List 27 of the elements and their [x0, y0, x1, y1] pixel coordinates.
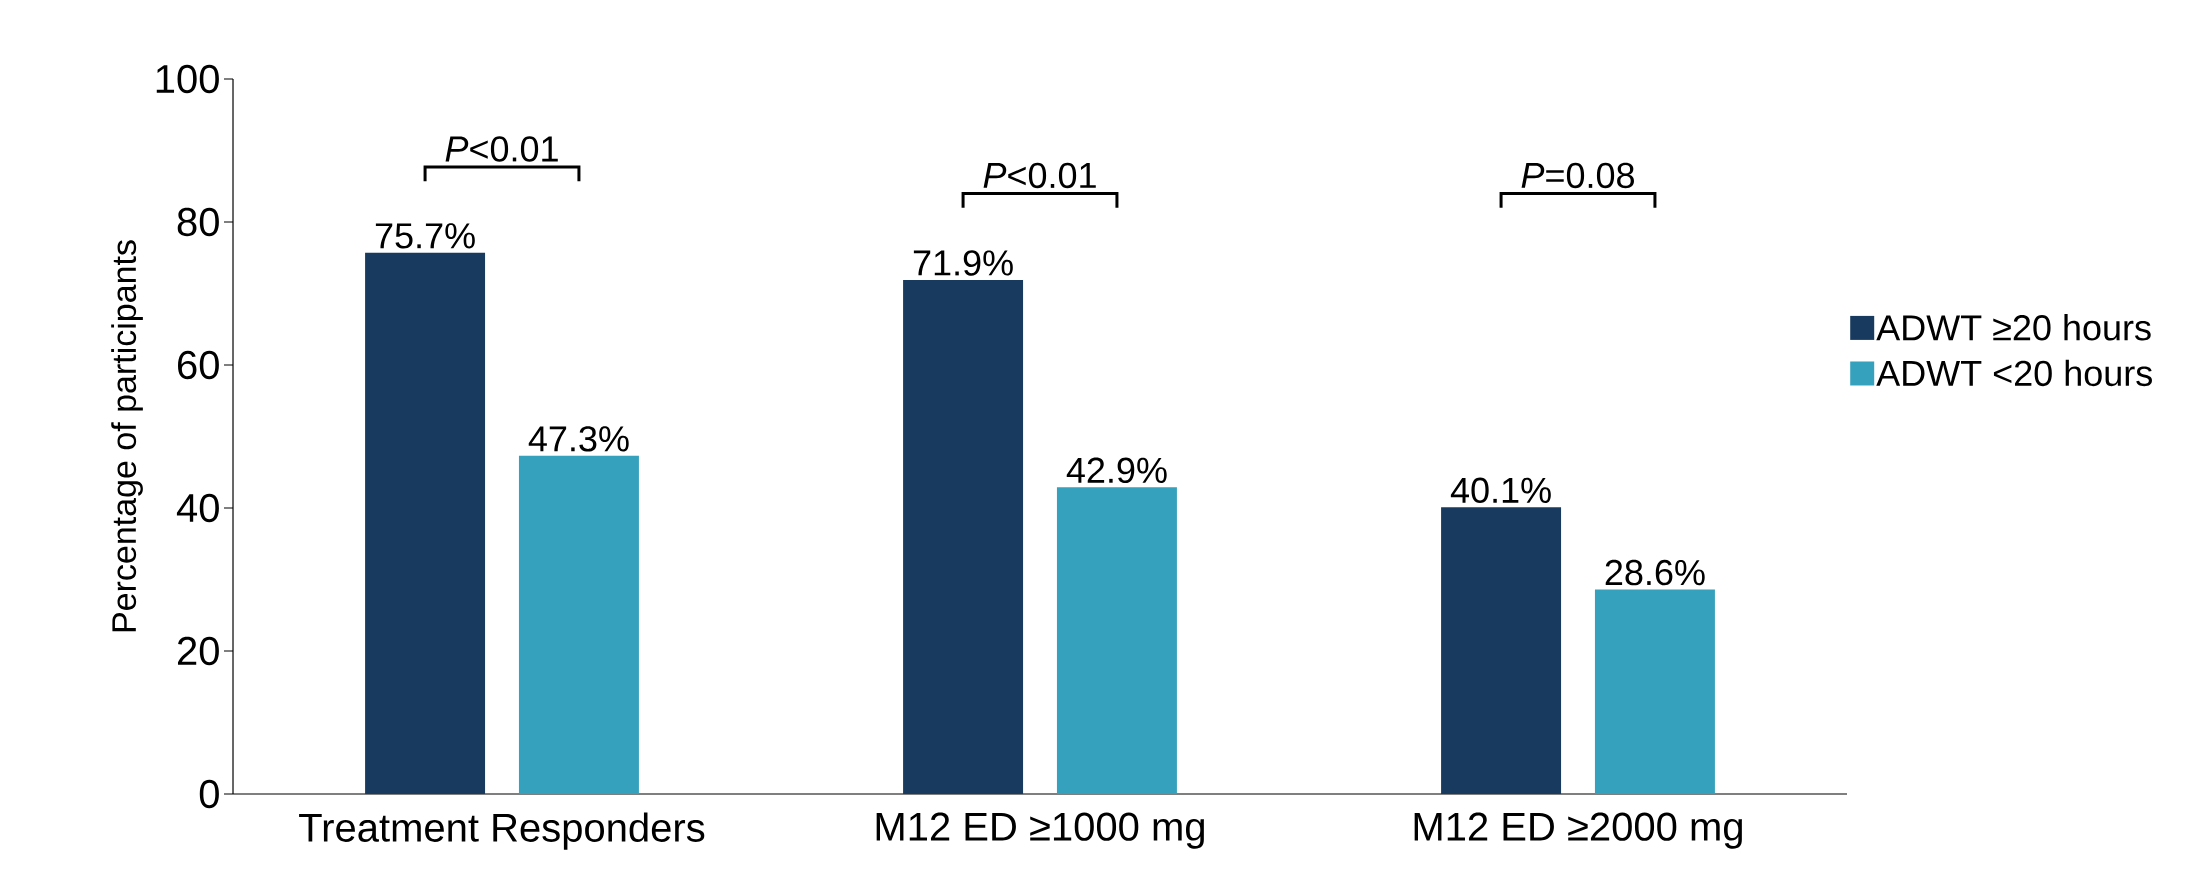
- bar: [365, 252, 486, 794]
- data-label: 71.9%: [913, 250, 1013, 276]
- bar: [1441, 507, 1562, 794]
- data-label: 40.1%: [1450, 477, 1551, 504]
- y-tick-label: 100: [156, 64, 219, 94]
- data-label: 42.9%: [1066, 457, 1167, 484]
- x-tick-label: M12 ED ≥1000 mg: [876, 812, 1204, 849]
- y-tick-label: 40: [176, 493, 219, 523]
- legend-label: ADWT <20 hours: [1876, 359, 2152, 387]
- y-tick-label: 20: [177, 636, 219, 666]
- y-tick-label: 60: [178, 350, 219, 380]
- y-tick-label: 0: [199, 779, 219, 809]
- x-tick-label: Treatment Responders: [299, 812, 705, 850]
- y-tick-label: 80: [177, 207, 219, 237]
- bar: [903, 279, 1024, 794]
- legend-label: ADWT ≥20 hours: [1876, 314, 2151, 341]
- data-label: 47.3%: [528, 426, 629, 452]
- annotation: P=0.08: [1521, 162, 1634, 189]
- bar: [1594, 589, 1715, 794]
- y-axis-title: Percentage of participants: [111, 240, 143, 632]
- data-label: 28.6%: [1605, 559, 1705, 586]
- annotation: P<0.01: [445, 136, 558, 162]
- x-tick-label: M12 ED ≥2000 mg: [1414, 812, 1742, 849]
- bar: [1056, 487, 1177, 794]
- data-label: 75.7%: [375, 223, 475, 249]
- bar: [518, 455, 639, 794]
- annotation: P<0.01: [983, 162, 1096, 189]
